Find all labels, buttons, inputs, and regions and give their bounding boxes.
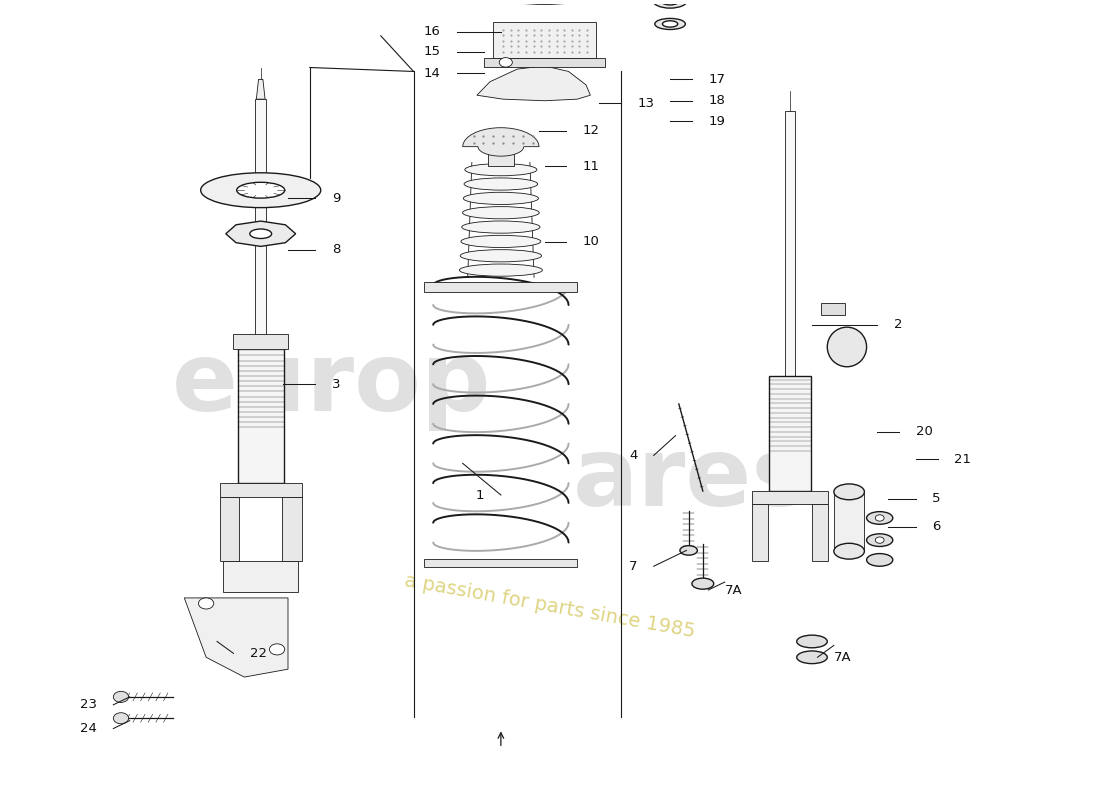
Ellipse shape <box>796 651 827 664</box>
Bar <box>821 303 845 314</box>
Bar <box>493 22 596 58</box>
Bar <box>487 144 514 166</box>
Text: 16: 16 <box>424 26 441 38</box>
Bar <box>238 337 284 483</box>
Circle shape <box>198 598 213 609</box>
Text: 2: 2 <box>894 318 902 331</box>
Polygon shape <box>220 498 240 561</box>
Polygon shape <box>812 504 828 561</box>
Ellipse shape <box>462 221 540 233</box>
Text: 7: 7 <box>629 560 637 573</box>
Text: 7A: 7A <box>725 583 742 597</box>
Text: 4: 4 <box>629 449 637 462</box>
Text: 18: 18 <box>708 94 725 107</box>
Text: 21: 21 <box>954 453 971 466</box>
Text: ares: ares <box>573 433 811 526</box>
Text: 24: 24 <box>80 722 97 735</box>
Ellipse shape <box>200 173 321 208</box>
Text: 7A: 7A <box>834 650 851 664</box>
Polygon shape <box>752 504 768 561</box>
Text: 10: 10 <box>583 235 600 248</box>
Ellipse shape <box>460 250 541 262</box>
Text: 15: 15 <box>424 45 441 58</box>
Text: 9: 9 <box>332 192 340 205</box>
Circle shape <box>499 58 513 67</box>
Text: 1: 1 <box>476 489 484 502</box>
Ellipse shape <box>460 264 542 276</box>
Ellipse shape <box>834 484 865 500</box>
Bar <box>233 334 288 349</box>
Text: 6: 6 <box>932 520 940 533</box>
Polygon shape <box>256 79 265 99</box>
Ellipse shape <box>796 635 827 648</box>
Polygon shape <box>226 221 296 246</box>
Circle shape <box>270 644 285 655</box>
Bar <box>223 561 298 592</box>
Bar <box>484 58 605 67</box>
Text: 23: 23 <box>80 698 97 711</box>
Bar <box>220 483 301 498</box>
Ellipse shape <box>834 543 865 559</box>
Ellipse shape <box>236 182 285 198</box>
Text: 11: 11 <box>583 160 600 173</box>
Text: 17: 17 <box>708 73 725 86</box>
Ellipse shape <box>680 546 697 555</box>
Ellipse shape <box>867 534 893 546</box>
Ellipse shape <box>466 0 623 4</box>
Ellipse shape <box>463 192 539 205</box>
Circle shape <box>876 514 884 521</box>
Circle shape <box>113 713 129 724</box>
Bar <box>425 282 578 291</box>
Polygon shape <box>185 598 288 677</box>
Text: 20: 20 <box>915 425 933 438</box>
Ellipse shape <box>654 18 685 30</box>
Text: europ: europ <box>172 338 492 430</box>
Ellipse shape <box>461 235 541 247</box>
Ellipse shape <box>662 21 678 27</box>
Ellipse shape <box>660 0 680 5</box>
Ellipse shape <box>867 554 893 566</box>
Text: 5: 5 <box>932 493 940 506</box>
Text: 13: 13 <box>637 97 654 110</box>
Text: 22: 22 <box>250 647 267 660</box>
Ellipse shape <box>462 206 539 219</box>
Text: 14: 14 <box>424 66 441 79</box>
Ellipse shape <box>867 512 893 524</box>
Bar <box>752 491 828 504</box>
Text: 3: 3 <box>332 378 340 390</box>
Ellipse shape <box>464 178 538 190</box>
Ellipse shape <box>692 578 714 590</box>
Bar <box>255 99 266 337</box>
Bar <box>785 111 795 376</box>
Ellipse shape <box>827 327 867 366</box>
Ellipse shape <box>250 229 272 238</box>
Bar <box>834 492 865 551</box>
Polygon shape <box>463 128 539 156</box>
Bar <box>425 559 578 567</box>
Polygon shape <box>282 498 301 561</box>
Circle shape <box>113 691 129 702</box>
Ellipse shape <box>652 0 688 8</box>
Text: a passion for parts since 1985: a passion for parts since 1985 <box>404 571 696 641</box>
Ellipse shape <box>465 163 537 176</box>
Text: 12: 12 <box>583 124 600 138</box>
Polygon shape <box>477 66 591 101</box>
Text: 19: 19 <box>708 115 725 128</box>
Text: 8: 8 <box>332 243 340 256</box>
Circle shape <box>876 537 884 543</box>
Bar <box>769 376 811 491</box>
